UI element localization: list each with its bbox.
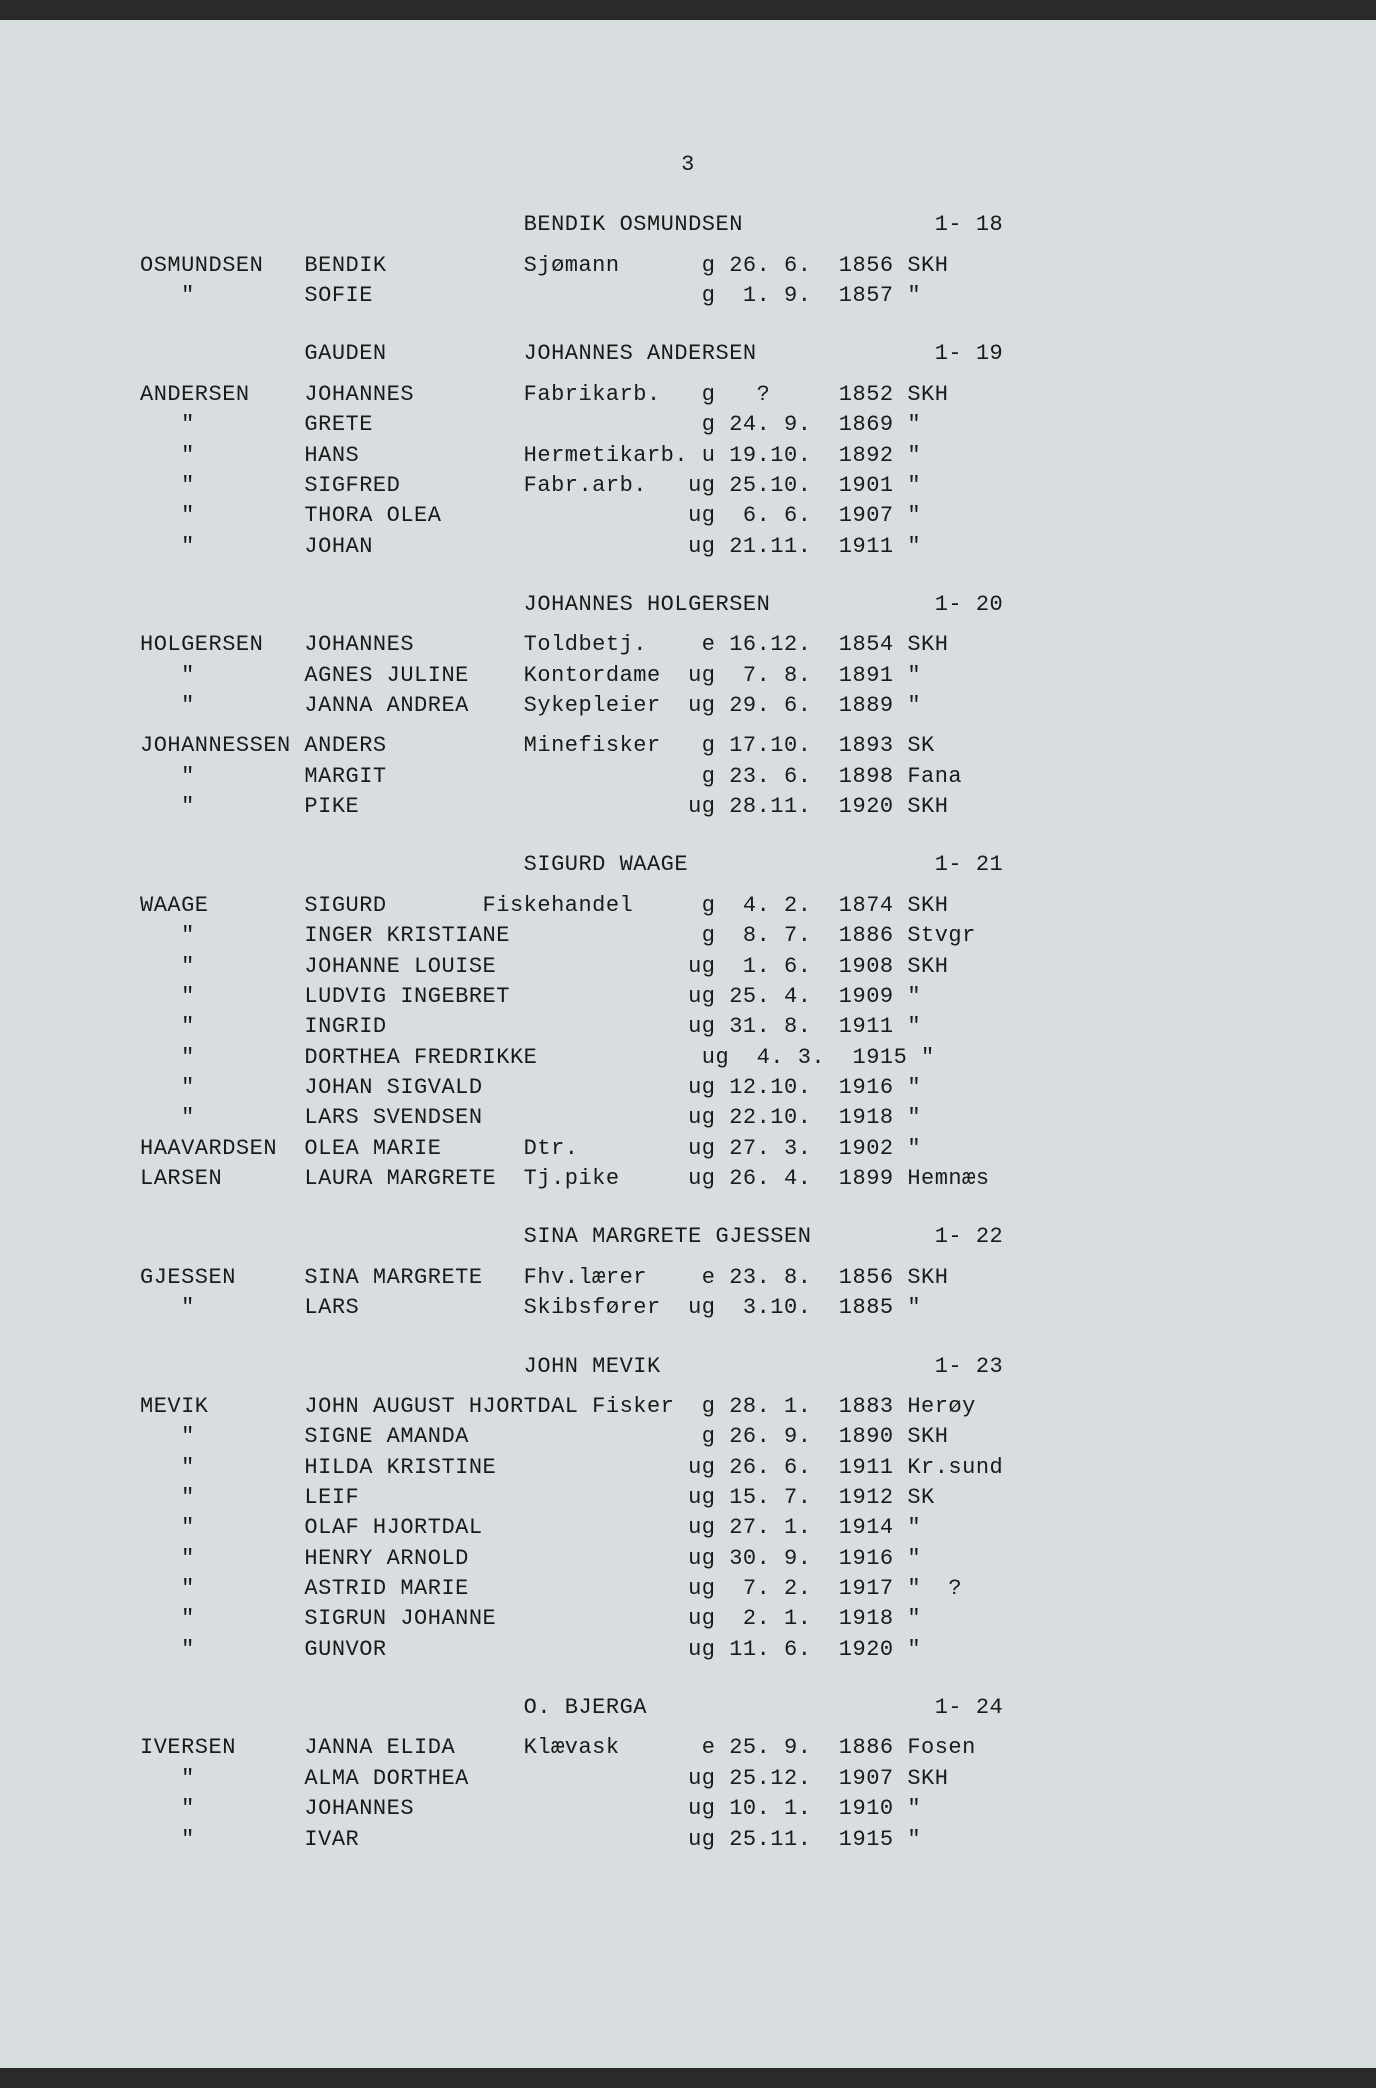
person-row: " AGNES JULINE Kontordame ug 7. 8. 1891 …	[140, 661, 1236, 691]
person-row: LARSEN LAURA MARGRETE Tj.pike ug 26. 4. …	[140, 1164, 1236, 1194]
census-content: BENDIK OSMUNDSEN 1- 18 OSMUNDSEN BENDIK S…	[140, 210, 1236, 1855]
person-row: " HILDA KRISTINE ug 26. 6. 1911 Kr.sund	[140, 1453, 1236, 1483]
person-row: " JOHAN SIGVALD ug 12.10. 1916 "	[140, 1073, 1236, 1103]
person-row: MEVIK JOHN AUGUST HJORTDAL Fisker g 28. …	[140, 1392, 1236, 1422]
person-row: " MARGIT g 23. 6. 1898 Fana	[140, 762, 1236, 792]
person-row: " JOHANNE LOUISE ug 1. 6. 1908 SKH	[140, 952, 1236, 982]
page-number: 3	[140, 150, 1236, 180]
person-row: " SOFIE g 1. 9. 1857 "	[140, 281, 1236, 311]
person-row: " LARS SVENDSEN ug 22.10. 1918 "	[140, 1103, 1236, 1133]
person-row: HAAVARDSEN OLEA MARIE Dtr. ug 27. 3. 190…	[140, 1134, 1236, 1164]
person-row: " INGRID ug 31. 8. 1911 "	[140, 1012, 1236, 1042]
person-row: " IVAR ug 25.11. 1915 "	[140, 1825, 1236, 1855]
person-row: " SIGRUN JOHANNE ug 2. 1. 1918 "	[140, 1604, 1236, 1634]
person-row: HOLGERSEN JOHANNES Toldbetj. e 16.12. 18…	[140, 630, 1236, 660]
person-row: " JOHANNES ug 10. 1. 1910 "	[140, 1794, 1236, 1824]
person-row: " OLAF HJORTDAL ug 27. 1. 1914 "	[140, 1513, 1236, 1543]
section-header: SINA MARGRETE GJESSEN 1- 22	[140, 1222, 1236, 1252]
person-row: " INGER KRISTIANE g 8. 7. 1886 Stvgr	[140, 921, 1236, 951]
person-row: " DORTHEA FREDRIKKE ug 4. 3. 1915 "	[140, 1043, 1236, 1073]
section-header: BENDIK OSMUNDSEN 1- 18	[140, 210, 1236, 240]
section-header: SIGURD WAAGE 1- 21	[140, 850, 1236, 880]
person-row: GJESSEN SINA MARGRETE Fhv.lærer e 23. 8.…	[140, 1263, 1236, 1293]
person-row: " HANS Hermetikarb. u 19.10. 1892 "	[140, 441, 1236, 471]
person-row: ANDERSEN JOHANNES Fabrikarb. g ? 1852 SK…	[140, 380, 1236, 410]
person-row: JOHANNESSEN ANDERS Minefisker g 17.10. 1…	[140, 731, 1236, 761]
person-row: IVERSEN JANNA ELIDA Klævask e 25. 9. 188…	[140, 1733, 1236, 1763]
person-row: " HENRY ARNOLD ug 30. 9. 1916 "	[140, 1544, 1236, 1574]
person-row: " ALMA DORTHEA ug 25.12. 1907 SKH	[140, 1764, 1236, 1794]
person-row: " PIKE ug 28.11. 1920 SKH	[140, 792, 1236, 822]
person-row: " GUNVOR ug 11. 6. 1920 "	[140, 1635, 1236, 1665]
person-row: " SIGFRED Fabr.arb. ug 25.10. 1901 "	[140, 471, 1236, 501]
person-row: " LEIF ug 15. 7. 1912 SK	[140, 1483, 1236, 1513]
person-row: " SIGNE AMANDA g 26. 9. 1890 SKH	[140, 1422, 1236, 1452]
person-row: " JANNA ANDREA Sykepleier ug 29. 6. 1889…	[140, 691, 1236, 721]
document-page: 3 BENDIK OSMUNDSEN 1- 18 OSMUNDSEN BENDIK…	[0, 20, 1376, 2068]
section-header: JOHANNES HOLGERSEN 1- 20	[140, 590, 1236, 620]
person-row: " LARS Skibsfører ug 3.10. 1885 "	[140, 1293, 1236, 1323]
section-header: JOHN MEVIK 1- 23	[140, 1352, 1236, 1382]
person-row: " GRETE g 24. 9. 1869 "	[140, 410, 1236, 440]
section-header: GAUDEN JOHANNES ANDERSEN 1- 19	[140, 339, 1236, 369]
section-header: O. BJERGA 1- 24	[140, 1693, 1236, 1723]
person-row: " ASTRID MARIE ug 7. 2. 1917 " ?	[140, 1574, 1236, 1604]
person-row: " THORA OLEA ug 6. 6. 1907 "	[140, 501, 1236, 531]
person-row: " LUDVIG INGEBRET ug 25. 4. 1909 "	[140, 982, 1236, 1012]
person-row: OSMUNDSEN BENDIK Sjømann g 26. 6. 1856 S…	[140, 251, 1236, 281]
person-row: " JOHAN ug 21.11. 1911 "	[140, 532, 1236, 562]
person-row: WAAGE SIGURD Fiskehandel g 4. 2. 1874 SK…	[140, 891, 1236, 921]
